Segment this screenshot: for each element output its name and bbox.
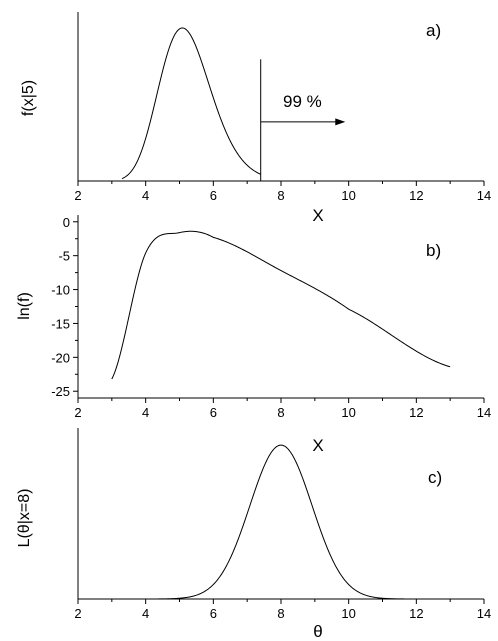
x-tick-label-b: 4: [142, 405, 149, 420]
ylabel-a: f(x|5): [20, 80, 37, 116]
x-tick-label-a: 4: [142, 188, 149, 203]
x-tick-label-c: 8: [277, 606, 284, 621]
series-line-b: [111, 230, 451, 380]
arrow-head: [335, 118, 346, 126]
panel-label-b: b): [426, 241, 441, 260]
x-tick-label-c: 10: [341, 606, 355, 621]
x-tick-label-b: 2: [74, 405, 81, 420]
xlabel-b: X: [312, 436, 323, 455]
y-tick-label-b: -25: [51, 384, 70, 399]
panel-c: c) L(θ|x=8) θ 2 4 6 8 10 12 14: [16, 428, 491, 641]
x-tick-label-c: 12: [409, 606, 423, 621]
panel-a: a) f(x|5) X 99 % 2 4 6 8 10 12 14: [20, 12, 491, 225]
x-tick-label-b: 6: [210, 405, 217, 420]
xlabel-c: θ: [313, 622, 322, 641]
x-tick-label-b: 14: [477, 405, 491, 420]
series-line-a: [121, 27, 261, 180]
x-tick-label-b: 12: [409, 405, 423, 420]
x-tick-label-b: 8: [277, 405, 284, 420]
ylabel-c: L(θ|x=8): [16, 489, 33, 548]
x-tick-label-b: 10: [341, 405, 355, 420]
x-tick-label-a: 8: [277, 188, 284, 203]
y-tick-label-b: -5: [58, 249, 70, 264]
x-tick-label-a: 14: [477, 188, 491, 203]
xlabel-a: X: [312, 206, 323, 225]
series-line-c: [155, 444, 417, 600]
x-tick-label-a: 2: [74, 188, 81, 203]
annotation-text: 99 %: [283, 92, 322, 111]
x-tick-label-a: 6: [210, 188, 217, 203]
x-tick-label-a: 12: [409, 188, 423, 203]
y-tick-label-b: 0: [63, 215, 70, 230]
x-tick-label-a: 10: [341, 188, 355, 203]
ylabel-b: ln(f): [16, 292, 33, 320]
x-tick-label-c: 2: [74, 606, 81, 621]
panel-b: b) ln(f) X 2 4 6 8 10 12 14 0 -5 -10 -15 -20 -25: [16, 215, 491, 455]
y-tick-label-b: -10: [51, 283, 70, 298]
x-tick-label-c: 4: [142, 606, 149, 621]
panel-label-a: a): [426, 21, 441, 40]
x-tick-label-c: 14: [477, 606, 491, 621]
x-tick-label-c: 6: [210, 606, 217, 621]
y-tick-label-b: -15: [51, 316, 70, 331]
panel-label-c: c): [428, 468, 442, 487]
y-tick-label-b: -20: [51, 350, 70, 365]
